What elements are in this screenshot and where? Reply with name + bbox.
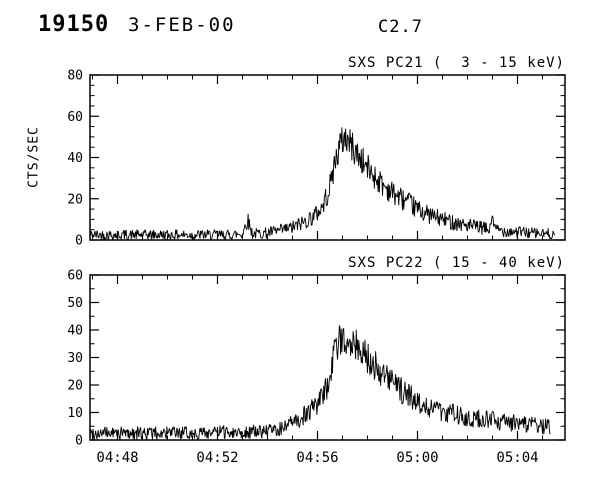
y-tick-label: 40 xyxy=(67,151,83,166)
x-tick-label: 04:56 xyxy=(296,450,338,466)
y-tick-label: 10 xyxy=(67,406,83,421)
x-tick-label: 05:04 xyxy=(496,450,538,466)
lightcurve-plot-pc21: 0 20 40 60 80 xyxy=(67,69,566,249)
y-tick-label: 80 xyxy=(67,69,83,84)
y-tick-label: 40 xyxy=(67,324,83,339)
panel-pc21: SXS PC21 ( 3 - 15 keV) CTS/SEC 0 20 40 60 80 xyxy=(0,55,600,255)
y-tick-label: 60 xyxy=(67,269,83,284)
x-tick-label: 04:48 xyxy=(96,450,138,466)
panel-title-pc22: SXS PC22 ( 15 - 40 keV) xyxy=(348,255,565,271)
x-tick-label: 05:00 xyxy=(396,450,438,466)
lightcurve-series-pc21 xyxy=(89,127,556,241)
y-tick-label: 30 xyxy=(67,351,83,366)
y-tick-label: 60 xyxy=(67,110,83,125)
panel-title-pc21: SXS PC21 ( 3 - 15 keV) xyxy=(348,55,565,71)
y-tick-label: 0 xyxy=(75,434,83,449)
plot-frame xyxy=(89,74,566,241)
lightcurve-series-pc22 xyxy=(89,325,551,440)
lightcurve-plot-pc22: 04:48 04:52 04:56 05:00 05:04 0 10 20 30 40 50 60 xyxy=(67,269,566,466)
header: 19150 3-FEB-00 C2.7 xyxy=(0,0,600,50)
y-tick-label: 50 xyxy=(67,296,83,311)
goes-class: C2.7 xyxy=(378,17,423,37)
y-tick-label: 0 xyxy=(75,234,83,249)
x-tick-label: 04:52 xyxy=(196,450,238,466)
event-date: 3-FEB-00 xyxy=(128,14,236,36)
panel-pc22: SXS PC22 ( 15 - 40 keV) 04:48 04:52 04:56 0… xyxy=(0,255,600,480)
y-tick-label: 20 xyxy=(67,379,83,394)
event-number: 19150 xyxy=(38,12,110,37)
y-tick-label: 20 xyxy=(67,192,83,207)
